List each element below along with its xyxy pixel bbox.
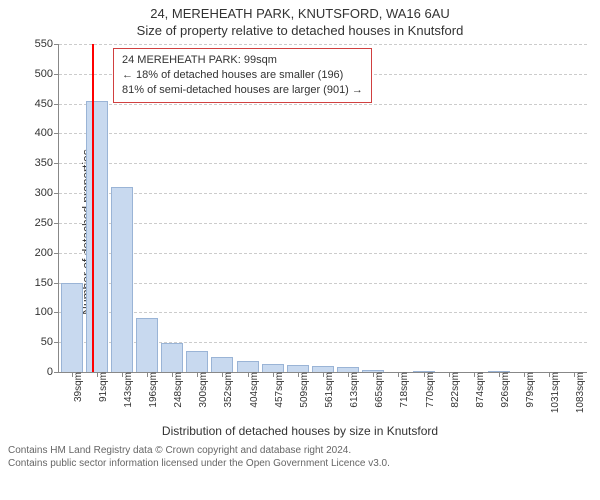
x-tick-label: 1031sqm xyxy=(547,372,561,413)
x-tick-label: 509sqm xyxy=(296,372,310,408)
info-box-line-2: ← 18% of detached houses are smaller (19… xyxy=(122,68,363,83)
bar xyxy=(111,187,133,372)
y-tick-label: 450 xyxy=(35,98,59,110)
footer-line-1: Contains HM Land Registry data © Crown c… xyxy=(8,444,592,457)
bar xyxy=(262,364,284,372)
gridline xyxy=(59,163,587,164)
x-tick-label: 822sqm xyxy=(447,372,461,408)
chart-container: Number of detached properties 0501001502… xyxy=(0,44,600,420)
x-tick-label: 91sqm xyxy=(95,372,109,402)
y-tick-label: 250 xyxy=(35,217,59,229)
property-marker-line xyxy=(92,44,94,372)
chart-subtitle: Size of property relative to detached ho… xyxy=(0,23,600,38)
y-tick-label: 400 xyxy=(35,127,59,139)
y-tick-label: 550 xyxy=(35,38,59,50)
gridline xyxy=(59,44,587,45)
y-tick-label: 350 xyxy=(35,157,59,169)
x-tick-label: 39sqm xyxy=(70,372,84,402)
bar xyxy=(211,357,233,372)
gridline xyxy=(59,104,587,105)
x-axis-label: Distribution of detached houses by size … xyxy=(0,424,600,438)
x-tick-label: 143sqm xyxy=(120,372,134,408)
gridline xyxy=(59,312,587,313)
y-tick-label: 500 xyxy=(35,68,59,80)
info-box-line-3: 81% of semi-detached houses are larger (… xyxy=(122,83,363,98)
x-tick-label: 613sqm xyxy=(346,372,360,408)
x-tick-label: 248sqm xyxy=(170,372,184,408)
gridline xyxy=(59,283,587,284)
x-tick-label: 874sqm xyxy=(472,372,486,408)
y-tick-label: 200 xyxy=(35,247,59,259)
gridline xyxy=(59,223,587,224)
info-box: 24 MEREHEATH PARK: 99sqm← 18% of detache… xyxy=(113,48,372,103)
footer-line-2: Contains public sector information licen… xyxy=(8,457,592,470)
plot-area: 05010015020025030035040045050055039sqm91… xyxy=(58,44,587,373)
bar xyxy=(287,365,309,372)
bar xyxy=(161,343,183,372)
gridline xyxy=(59,193,587,194)
bar xyxy=(61,283,83,372)
bar xyxy=(186,351,208,372)
x-tick-label: 770sqm xyxy=(422,372,436,408)
page-title: 24, MEREHEATH PARK, KNUTSFORD, WA16 6AU xyxy=(0,6,600,21)
x-tick-label: 196sqm xyxy=(145,372,159,408)
footer: Contains HM Land Registry data © Crown c… xyxy=(0,438,600,470)
bar xyxy=(237,361,259,372)
y-tick-label: 0 xyxy=(47,366,59,378)
x-tick-label: 718sqm xyxy=(396,372,410,408)
gridline xyxy=(59,253,587,254)
bar xyxy=(86,101,108,372)
y-tick-label: 150 xyxy=(35,277,59,289)
x-tick-label: 457sqm xyxy=(271,372,285,408)
info-box-line-1: 24 MEREHEATH PARK: 99sqm xyxy=(122,53,363,68)
x-tick-label: 1083sqm xyxy=(572,372,586,413)
x-tick-label: 352sqm xyxy=(220,372,234,408)
gridline xyxy=(59,133,587,134)
y-tick-label: 100 xyxy=(35,306,59,318)
x-tick-label: 561sqm xyxy=(321,372,335,408)
y-tick-label: 50 xyxy=(41,336,59,348)
x-tick-label: 926sqm xyxy=(497,372,511,408)
x-tick-label: 404sqm xyxy=(246,372,260,408)
x-tick-label: 665sqm xyxy=(371,372,385,408)
y-tick-label: 300 xyxy=(35,187,59,199)
x-tick-label: 979sqm xyxy=(522,372,536,408)
x-tick-label: 300sqm xyxy=(195,372,209,408)
bar xyxy=(136,318,158,372)
